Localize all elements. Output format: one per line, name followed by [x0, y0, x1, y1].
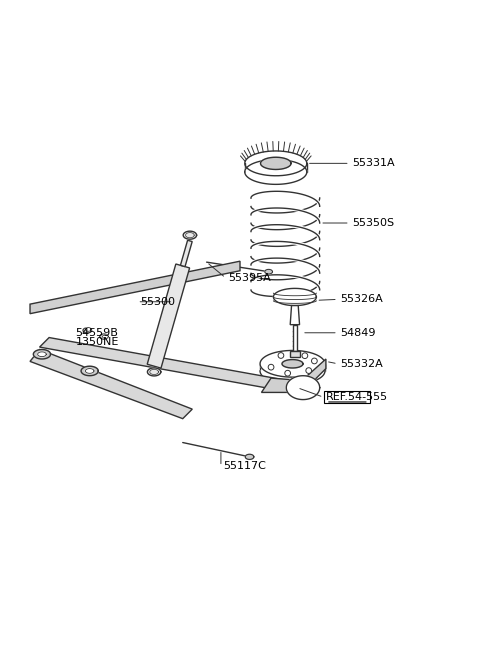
Text: 55326A: 55326A — [340, 295, 383, 304]
Polygon shape — [286, 376, 320, 400]
Polygon shape — [282, 359, 303, 368]
Polygon shape — [37, 352, 46, 357]
Bar — [289, 351, 300, 357]
Text: 1350NE: 1350NE — [75, 337, 119, 347]
Polygon shape — [245, 151, 307, 176]
Polygon shape — [183, 231, 197, 239]
Polygon shape — [103, 335, 108, 338]
Polygon shape — [245, 159, 307, 184]
Polygon shape — [30, 261, 240, 314]
Text: 54559B: 54559B — [75, 328, 118, 338]
Circle shape — [312, 358, 317, 364]
Bar — [324, 392, 370, 403]
Circle shape — [306, 368, 312, 373]
Text: 55300: 55300 — [140, 297, 175, 307]
Polygon shape — [265, 270, 273, 274]
Polygon shape — [147, 368, 161, 376]
Polygon shape — [260, 350, 325, 377]
Text: 55395A: 55395A — [228, 273, 271, 283]
Text: 54849: 54849 — [340, 328, 376, 338]
Polygon shape — [260, 371, 325, 384]
Text: 55117C: 55117C — [223, 461, 266, 472]
Polygon shape — [262, 359, 326, 392]
Text: 55350S: 55350S — [352, 218, 394, 228]
Text: REF.54-555: REF.54-555 — [326, 392, 388, 402]
Polygon shape — [180, 240, 192, 266]
Polygon shape — [81, 366, 98, 376]
Polygon shape — [290, 306, 300, 325]
Circle shape — [268, 364, 274, 370]
Circle shape — [278, 353, 284, 358]
Text: 55331A: 55331A — [352, 158, 395, 169]
Polygon shape — [34, 350, 50, 359]
Polygon shape — [85, 369, 94, 373]
Polygon shape — [39, 338, 288, 390]
Polygon shape — [147, 264, 190, 368]
Polygon shape — [245, 454, 254, 459]
Polygon shape — [100, 334, 108, 339]
Polygon shape — [83, 328, 92, 333]
Polygon shape — [30, 350, 192, 419]
Polygon shape — [85, 327, 91, 331]
Polygon shape — [274, 289, 316, 306]
Circle shape — [285, 371, 290, 376]
Circle shape — [302, 353, 308, 359]
Text: 55332A: 55332A — [340, 359, 383, 369]
Bar — [293, 325, 297, 351]
Polygon shape — [261, 157, 291, 169]
